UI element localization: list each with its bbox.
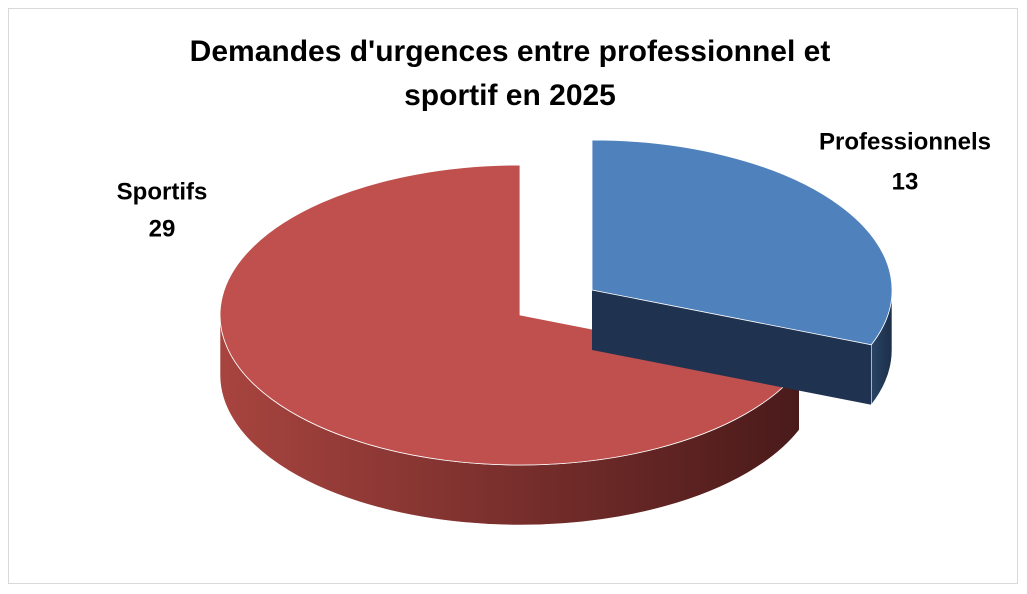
slice-label: Professionnels <box>819 128 991 155</box>
slice-value: 29 <box>149 215 176 242</box>
chart-frame <box>8 8 1018 584</box>
chart-title: Demandes d'urgences entre professionnel … <box>189 35 831 112</box>
slice-face <box>592 290 872 405</box>
slice <box>219 164 801 466</box>
slice-label: Sportifs <box>117 178 208 205</box>
slice-value: 13 <box>892 168 919 195</box>
slice <box>591 139 893 346</box>
